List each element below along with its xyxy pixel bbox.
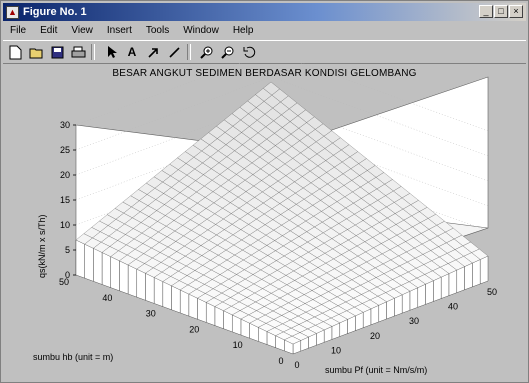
menu-window[interactable]: Window [183, 25, 219, 36]
menu-tools[interactable]: Tools [145, 25, 170, 36]
z-grid-line [75, 101, 489, 182]
line-insert-icon[interactable] [165, 43, 183, 61]
x-tick-label: 10 [331, 345, 341, 355]
title-bar[interactable]: ▲ Figure No. 1 _ □ × [3, 3, 526, 21]
surface-skirt-x [394, 294, 403, 317]
new-file-icon[interactable] [6, 43, 24, 61]
menu-help[interactable]: Help [232, 25, 254, 36]
z-tick-label: 15 [60, 195, 70, 205]
menu-edit[interactable]: Edit [40, 25, 58, 36]
z-grid-line [75, 126, 489, 207]
matlab-figure-icon: ▲ [6, 5, 19, 19]
x-tick-label: 0 [294, 360, 299, 370]
surface-skirt-x [425, 280, 434, 305]
x-tick-label: 30 [409, 316, 419, 326]
z-tick-label: 10 [60, 220, 70, 230]
plot-area: BESAR ANGKUT SEDIMEN BERDASAR KONDISI GE… [3, 63, 526, 381]
z-tick-label: 20 [60, 170, 70, 180]
surface-skirt-x [472, 259, 481, 288]
y-axis-label: sumbu hb (unit = m) [33, 352, 113, 362]
surface-skirt-y [93, 248, 103, 285]
select-arrow-icon[interactable] [102, 43, 120, 61]
toolbar-separator [187, 44, 191, 60]
x-axis-label: sumbu Pf (unit = Nm/s/m) [325, 365, 427, 375]
z-tick-label: 30 [60, 120, 70, 130]
z-tick-label: 5 [65, 245, 70, 255]
y-axis: 0 10 20 30 40 50 [59, 277, 284, 366]
save-icon[interactable] [48, 43, 66, 61]
surface-skirt-y [153, 277, 164, 307]
minimize-button[interactable]: _ [479, 5, 493, 18]
surface-skirt-x [456, 266, 465, 293]
surface-skirt-y [188, 293, 198, 320]
surface-skirt-y [84, 243, 94, 282]
surface-skirt-x [402, 290, 411, 314]
y-tick-label: 10 [233, 340, 243, 350]
y-tick-label: 30 [146, 309, 156, 319]
rotate-3d-icon[interactable] [240, 43, 258, 61]
x-tick-label: 40 [448, 302, 458, 312]
z-tick-label: 0 [65, 270, 70, 280]
surface-skirt-x [417, 283, 426, 308]
surface-skirt-y [171, 285, 181, 314]
z-grid-line [75, 63, 489, 132]
surface-skirt-y [75, 239, 85, 279]
surface-mesh [75, 81, 489, 355]
x-tick-label: 20 [370, 331, 380, 341]
surface-skirt-x [409, 287, 418, 311]
surface-skirt-y [136, 268, 146, 301]
surface-skirt-x [480, 255, 489, 285]
surface-skirt-y [119, 260, 129, 295]
surface-skirt-y [145, 272, 155, 304]
x-tick-label: 50 [487, 287, 497, 297]
z-grid-line [75, 76, 489, 157]
surface-skirt-y [110, 256, 120, 292]
close-button[interactable]: × [509, 5, 523, 18]
maximize-button[interactable]: □ [494, 5, 508, 18]
surface-skirt-y [179, 289, 190, 317]
surface-skirt-x [464, 262, 473, 291]
print-icon[interactable] [69, 43, 87, 61]
window-title: Figure No. 1 [23, 6, 87, 18]
y-tick-label: 20 [189, 324, 199, 334]
surface-skirt-x [448, 269, 457, 296]
surface-skirt-x [433, 276, 442, 302]
menu-view[interactable]: View [71, 25, 93, 36]
surface-skirt-y [101, 252, 111, 288]
chart-title: BESAR ANGKUT SEDIMEN BERDASAR KONDISI GE… [112, 68, 417, 79]
z-axis: 0 5 10 15 20 25 30 [60, 120, 76, 280]
zoom-in-icon[interactable] [198, 43, 216, 61]
zoom-out-icon[interactable] [219, 43, 237, 61]
surface-cell [283, 336, 302, 345]
toolbar-separator [91, 44, 95, 60]
surface-plot[interactable]: 0 5 10 15 20 25 30 0 10 20 30 40 50 0 10 20 30 40 50 qs(… [3, 63, 526, 381]
surface-skirt-y [127, 264, 137, 298]
z-axis-label: qs(kN/m x s/Th) [37, 214, 47, 278]
y-tick-label: 0 [278, 356, 283, 366]
menu-bar: File Edit View Insert Tools Window Help [3, 22, 526, 39]
open-folder-icon[interactable] [27, 43, 45, 61]
x-axis: 0 10 20 30 40 50 [294, 287, 497, 370]
z-tick-label: 25 [60, 145, 70, 155]
surface-skirt-x [441, 273, 450, 299]
text-insert-icon[interactable]: A [127, 45, 137, 59]
surface-skirt-y [162, 281, 172, 311]
menu-file[interactable]: File [10, 25, 27, 36]
menu-insert[interactable]: Insert [106, 25, 132, 36]
y-tick-label: 40 [102, 293, 112, 303]
figure-toolbar: A [3, 40, 526, 64]
y-tick-label: 50 [59, 277, 69, 287]
arrow-insert-icon[interactable] [144, 43, 162, 61]
